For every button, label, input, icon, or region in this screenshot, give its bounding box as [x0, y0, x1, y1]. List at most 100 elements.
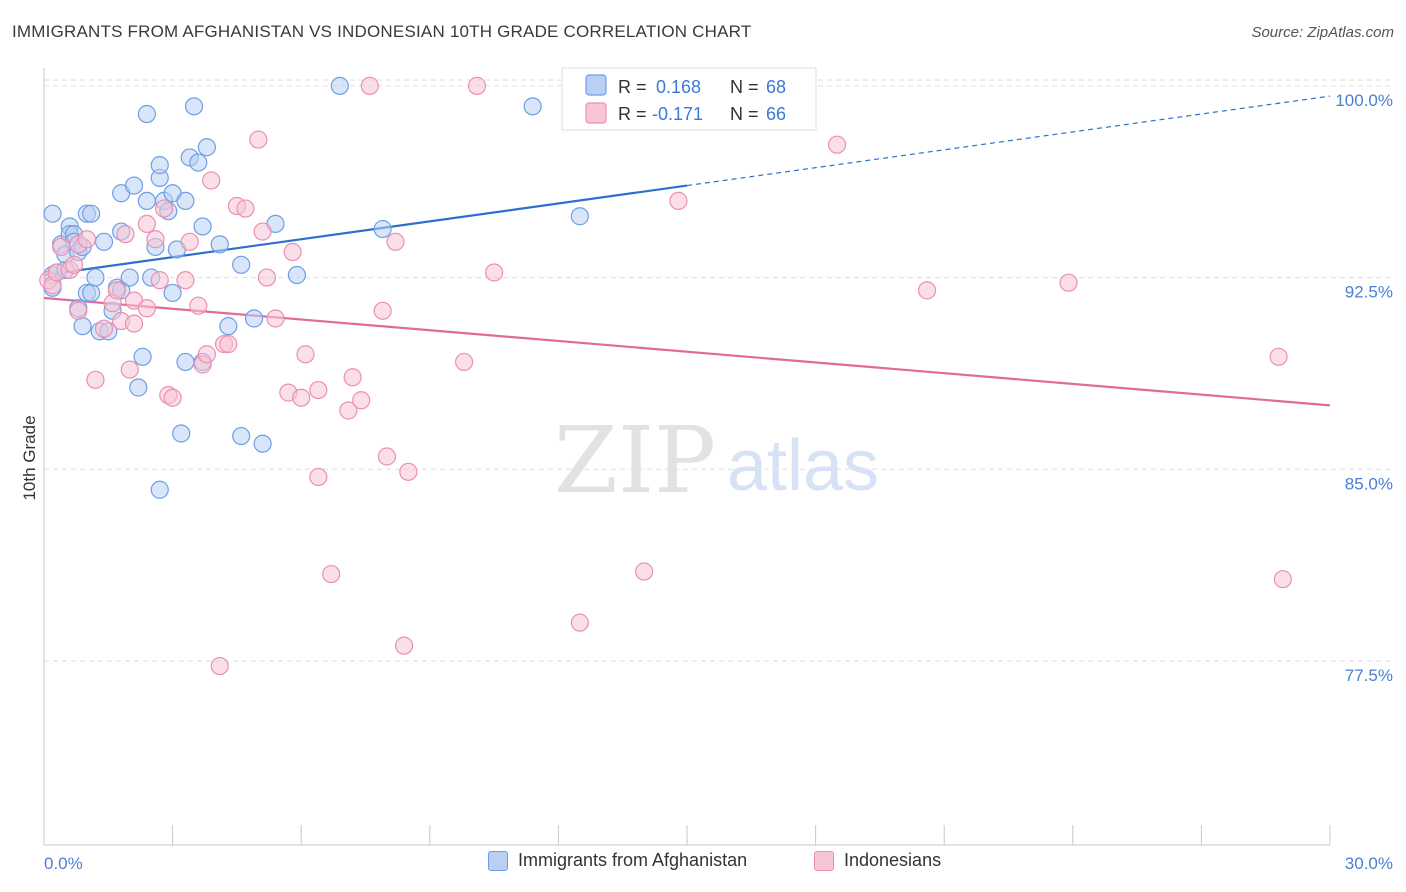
point-indonesians [257, 268, 277, 287]
point-indonesians [669, 191, 688, 211]
watermark-zip: ZIP [554, 407, 716, 514]
x-tick-label: 0.0% [44, 854, 83, 873]
point-indonesians [249, 130, 268, 149]
point-indonesians [253, 222, 272, 241]
point-indonesians [360, 76, 379, 95]
gridlines [44, 79, 1392, 662]
point-indonesians [120, 360, 139, 379]
point-afghanistan [287, 265, 307, 285]
legend-n-label-2: N = [730, 104, 759, 124]
point-afghanistan [163, 283, 182, 303]
point-indonesians [146, 230, 165, 249]
point-indonesians [124, 314, 144, 333]
point-afghanistan [86, 268, 105, 287]
point-afghanistan [133, 347, 152, 366]
point-afghanistan [120, 268, 139, 287]
watermark-atlas: atlas [727, 426, 879, 506]
point-afghanistan [197, 138, 216, 157]
point-indonesians [394, 636, 414, 655]
legend-r-value-1: 0.168 [656, 77, 701, 97]
legend-r-value-2: -0.171 [652, 104, 703, 124]
point-afghanistan [124, 176, 144, 195]
legend-series: Immigrants from Afghanistan Indonesians [0, 850, 1406, 880]
y-axis-label: 10th Grade [20, 415, 39, 500]
legend-stats: R = 0.168 N = 68 R = -0.171 N = 66 [561, 67, 817, 131]
point-afghanistan [73, 317, 92, 336]
point-afghanistan [219, 317, 238, 336]
point-indonesians [180, 232, 199, 251]
point-afghanistan [189, 153, 208, 172]
point-indonesians [296, 345, 315, 364]
point-indonesians [1269, 347, 1288, 366]
legend-swatch-blue [585, 74, 607, 96]
point-afghanistan [570, 207, 589, 226]
point-indonesians [292, 388, 311, 407]
point-indonesians [352, 391, 371, 410]
point-indonesians [163, 388, 182, 407]
point-indonesians [219, 334, 238, 354]
point-indonesians [137, 214, 156, 234]
point-afghanistan [150, 156, 169, 175]
point-afghanistan [150, 480, 169, 499]
point-indonesians [154, 199, 174, 218]
y-tick-label: 77.5% [1345, 666, 1393, 685]
legend-n-value-1: 68 [766, 77, 786, 97]
point-afghanistan [193, 217, 212, 236]
point-indonesians [827, 135, 847, 154]
point-afghanistan [373, 219, 392, 239]
point-indonesians [210, 656, 229, 676]
trend-line-afghanistan-extension [686, 95, 1331, 187]
point-afghanistan [129, 378, 148, 397]
point-indonesians [189, 296, 208, 315]
point-indonesians [467, 76, 487, 95]
point-afghanistan [232, 255, 251, 274]
point-indonesians [202, 171, 221, 190]
point-indonesians [64, 255, 84, 274]
point-indonesians [339, 401, 358, 420]
point-indonesians [386, 232, 405, 251]
point-afghanistan [330, 76, 349, 95]
point-indonesians [343, 368, 362, 387]
point-indonesians [266, 309, 285, 328]
point-afghanistan [43, 204, 62, 223]
point-afghanistan [137, 191, 156, 211]
point-indonesians [485, 263, 504, 282]
point-indonesians [69, 301, 88, 320]
point-indonesians [454, 352, 474, 372]
point-indonesians [236, 199, 255, 218]
point-indonesians [52, 237, 71, 257]
point-indonesians [635, 562, 654, 581]
legend-label-indonesians: Indonesians [844, 850, 942, 870]
data-points [39, 76, 1292, 676]
point-indonesians [399, 462, 418, 481]
point-indonesians [309, 467, 328, 487]
point-afghanistan [210, 235, 229, 254]
point-indonesians [917, 281, 937, 300]
point-indonesians [322, 564, 341, 584]
trend-line-afghanistan [43, 184, 688, 277]
point-indonesians [150, 271, 169, 290]
point-afghanistan [232, 426, 251, 446]
point-afghanistan [176, 191, 195, 211]
point-indonesians [570, 613, 589, 632]
point-afghanistan [94, 232, 114, 251]
point-afghanistan [523, 97, 542, 116]
point-indonesians [1059, 273, 1078, 292]
tick-labels: 77.5% 85.0% 92.5% 100.0% 0.0% 30.0% [44, 91, 1393, 873]
point-indonesians [137, 299, 156, 318]
chart-title: IMMIGRANTS FROM AFGHANISTAN VS INDONESIA… [12, 22, 752, 41]
trend-line-indonesians [43, 296, 1331, 407]
point-indonesians [1273, 570, 1292, 589]
source-label: Source: ZipAtlas.com [1251, 24, 1394, 41]
legend-item-indonesians: Indonesians [814, 850, 941, 871]
point-afghanistan [172, 424, 191, 443]
legend-swatch-indonesians [814, 850, 834, 871]
point-afghanistan [184, 97, 204, 116]
legend-item-afghanistan: Immigrants from Afghanistan [488, 850, 747, 871]
axes [43, 68, 1331, 846]
legend-r-label-1: R = [618, 77, 647, 97]
point-indonesians [197, 345, 216, 364]
point-indonesians [283, 242, 302, 262]
watermark: ZIP atlas [554, 407, 879, 514]
